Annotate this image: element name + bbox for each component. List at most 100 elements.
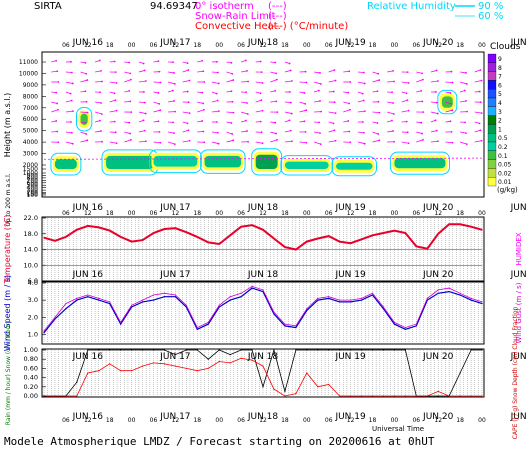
series-point — [163, 228, 166, 230]
wind-arrow — [314, 100, 321, 103]
wind-arrow — [94, 111, 102, 115]
wind-arrow-head — [84, 61, 87, 64]
hour-tick-label: 18 — [281, 42, 289, 49]
series-point — [360, 238, 363, 240]
series-point — [317, 237, 319, 240]
wind-arrow-head — [406, 131, 409, 134]
wind-arrow-head — [101, 80, 103, 83]
wind-arrow — [459, 141, 467, 145]
hour-tick-label: 18 — [456, 42, 464, 49]
wind-arrow — [255, 81, 263, 84]
wind-arrow — [51, 131, 58, 133]
wind-arrow-head — [478, 90, 481, 93]
wind-arrow — [445, 141, 453, 144]
series-point — [404, 326, 406, 329]
wind-arrow-head — [319, 100, 321, 102]
series-point — [87, 349, 89, 351]
cloud-panel — [41, 51, 485, 198]
wind-arrow — [65, 81, 73, 84]
wind-arrow — [124, 71, 131, 74]
wind-arrow-head — [348, 130, 351, 133]
height-tick-label: 8000 — [23, 93, 38, 100]
series-point — [437, 292, 439, 294]
series-point — [437, 395, 439, 397]
series-point — [76, 229, 78, 231]
wind-arrow-head — [332, 90, 335, 93]
wind-arrow-head — [376, 122, 379, 124]
series-point — [328, 235, 330, 237]
series-point — [317, 297, 319, 300]
wind-arrow — [65, 71, 72, 73]
y-tick-label: 0.80 — [24, 355, 38, 363]
clouds-legend-level: 7 — [498, 74, 502, 81]
series-point — [76, 381, 78, 383]
wind-arrow — [80, 139, 88, 143]
wind-arrow-head — [391, 119, 393, 122]
hour-tick-label: 06 — [412, 42, 420, 49]
series-point — [65, 308, 67, 310]
wind-arrow-head — [348, 70, 351, 73]
wind-arrow-head — [70, 121, 72, 123]
wind-arrow-head — [187, 69, 190, 71]
wind-arrow — [474, 111, 482, 114]
rh-contour — [200, 149, 246, 174]
rh-contour — [437, 89, 458, 115]
wind-arrow — [211, 110, 219, 113]
hour-tick-label: 12 — [259, 210, 267, 217]
hour-tick-label: 18 — [106, 42, 114, 49]
wind-arrow-head — [173, 143, 176, 146]
wind-arrow — [460, 100, 467, 103]
series-point — [339, 241, 341, 243]
clouds-legend-level: 0.1 — [498, 153, 508, 160]
series-point — [328, 349, 330, 351]
y-tick-label: 18.0 — [24, 230, 38, 238]
cloud-cell — [441, 96, 453, 108]
wind-arrow-head — [84, 90, 87, 93]
wind-arrow-head — [362, 121, 364, 123]
wind-arrow — [241, 101, 248, 104]
wind-arrow-head — [70, 71, 73, 74]
series-point — [317, 299, 319, 301]
wind-arrow — [313, 141, 321, 145]
series-point — [120, 236, 122, 238]
series-point — [87, 294, 89, 296]
series-point — [163, 363, 166, 365]
wind-arrow-head — [451, 109, 454, 112]
day-label: JUN 20 — [422, 38, 454, 48]
series-point — [141, 301, 144, 303]
y-tick-label: 1.00 — [24, 346, 38, 354]
wind-arrow-head — [201, 59, 204, 62]
hour-tick-label: 00 — [391, 42, 399, 49]
series-point — [295, 393, 297, 395]
clouds-legend-swatch — [487, 106, 497, 116]
series-point — [328, 297, 330, 300]
series-point — [229, 296, 231, 298]
clouds-legend-swatch — [487, 124, 497, 134]
wind-arrow-head — [158, 130, 161, 133]
wind-arrow-head — [71, 82, 74, 85]
wind-arrow-head — [435, 129, 438, 132]
legend-snow-rain-symbol: (---) — [268, 11, 287, 22]
wind-arrow-head — [480, 139, 483, 142]
wind-arrow — [270, 131, 277, 134]
height-tick-label: 600 — [27, 180, 39, 187]
wind-arrow-head — [203, 141, 206, 144]
wind-arrow — [416, 131, 423, 134]
series-point — [382, 306, 385, 308]
wind-arrow-head — [274, 121, 277, 124]
wind-arrow — [138, 70, 145, 73]
series-point — [240, 349, 242, 351]
wind-arrow-head — [99, 119, 101, 122]
wind-arrow-head — [115, 82, 118, 84]
series-point — [196, 236, 198, 238]
series-point — [415, 325, 417, 327]
series-point — [120, 321, 122, 324]
hour-tick-label: 18 — [106, 210, 114, 217]
wind-arrow-head — [144, 80, 147, 82]
hour-tick-label: 12 — [172, 42, 180, 49]
series-point — [152, 349, 155, 351]
wind-arrow-head — [215, 92, 218, 95]
wind-arrow — [357, 131, 364, 134]
wind-arrow — [197, 70, 204, 73]
series-point — [382, 349, 385, 351]
